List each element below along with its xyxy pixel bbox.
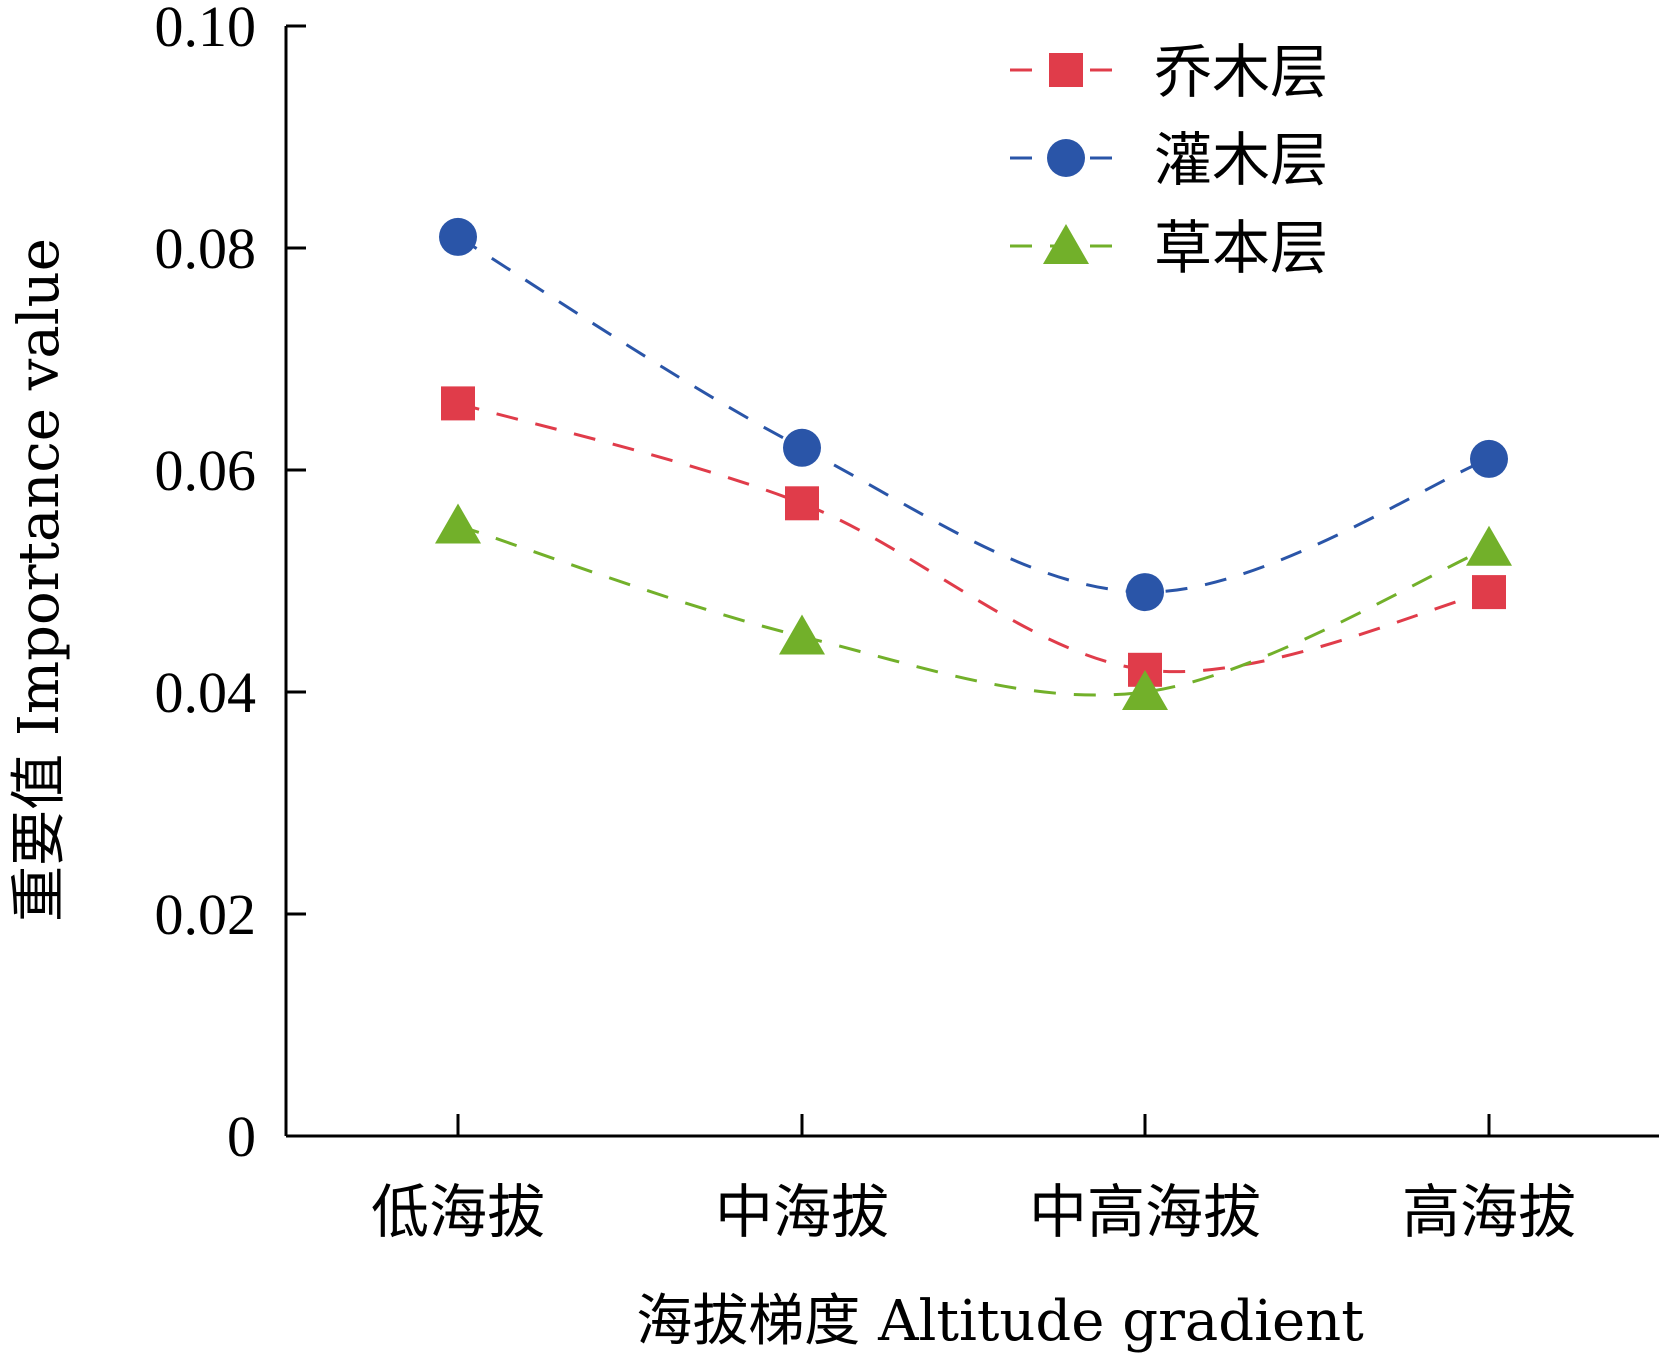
y-axis-title: 重要值 Importance value [7, 238, 72, 922]
legend-marker-2 [1043, 224, 1089, 264]
legend-label-0: 乔木层 [1154, 38, 1328, 106]
x-category-label: 高海拔 [1402, 1178, 1576, 1246]
data-point-series-0-1 [785, 486, 819, 521]
data-point-series-2-1 [779, 614, 825, 655]
x-axis-title: 海拔梯度 Altitude gradient [636, 1289, 1364, 1354]
series-markers [435, 217, 1512, 710]
series-line-1 [457, 235, 1490, 594]
x-category-label: 中海拔 [715, 1178, 889, 1246]
legend-label-2: 草本层 [1154, 214, 1328, 282]
data-point-series-1-1 [783, 428, 821, 467]
series-line-0 [457, 401, 1490, 674]
y-tick-label: 0.04 [155, 660, 257, 725]
x-category-label: 中高海拔 [1029, 1178, 1261, 1246]
data-point-series-1-0 [439, 217, 477, 256]
y-tick-label: 0.02 [155, 882, 257, 947]
series-line-2 [457, 524, 1490, 697]
data-point-series-2-2 [1122, 670, 1168, 710]
y-tick-label: 0 [227, 1104, 256, 1169]
y-tick-label: 0.08 [155, 216, 257, 281]
series-lines [457, 235, 1490, 697]
legend-label-1: 灌木层 [1154, 126, 1328, 194]
data-point-series-1-3 [1470, 439, 1508, 478]
data-point-series-1-2 [1126, 573, 1164, 612]
data-point-series-2-3 [1466, 525, 1512, 566]
legend-marker-1 [1047, 139, 1085, 177]
y-tick-label: 0.06 [155, 438, 257, 503]
data-point-series-2-0 [435, 503, 481, 544]
data-point-series-0-3 [1472, 575, 1506, 610]
x-category-label: 低海拔 [371, 1178, 545, 1246]
y-ticks: 0 0.02 0.04 0.06 0.08 0.10 [155, 0, 306, 1169]
x-ticks: 低海拔 中海拔 中高海拔 高海拔 [371, 1114, 1576, 1246]
legend-marker-0 [1049, 53, 1083, 87]
data-point-series-0-0 [441, 386, 475, 421]
y-tick-label: 0.10 [155, 0, 257, 59]
axes [284, 26, 1659, 1138]
